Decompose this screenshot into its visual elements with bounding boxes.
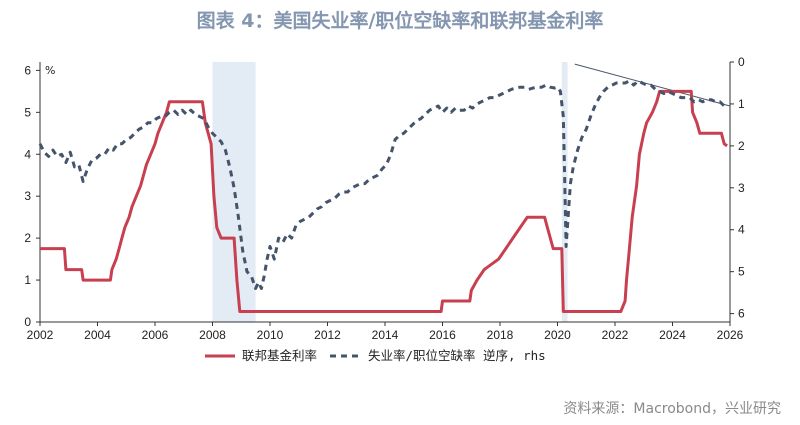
axes: 0 1 2 3 4 5 6 0 1 2 3 4 5 6 2002 2004 2006 2008 2010 2012 20… <box>24 55 745 342</box>
left-tick-label: 1 <box>24 273 31 287</box>
x-tick-label: 2026 <box>717 328 744 342</box>
unemployment-vacancy-ratio-line <box>38 79 726 290</box>
right-tick-label: 4 <box>738 223 745 237</box>
series-lines <box>38 63 731 313</box>
legend-label-ratio: 失业率/职位空缺率 逆序, rhs <box>368 348 546 363</box>
x-tick-label: 2012 <box>314 328 341 342</box>
right-tick-label: 3 <box>738 181 745 195</box>
right-tick-label: 5 <box>738 265 745 279</box>
x-tick-label: 2016 <box>429 328 456 342</box>
source-note: 资料来源：Macrobond，兴业研究 <box>563 401 781 417</box>
right-tick-label: 6 <box>738 307 745 321</box>
x-tick-label: 2024 <box>659 328 686 342</box>
chart-title: 图表 4：美国失业率/职位空缺率和联邦基金利率 <box>197 9 604 32</box>
left-tick-label: 6 <box>24 63 31 77</box>
recession-shading <box>212 62 568 322</box>
legend-label-fed-funds: 联邦基金利率 <box>242 348 317 363</box>
left-tick-label: 0 <box>24 315 31 329</box>
x-tick-label: 2014 <box>372 328 399 342</box>
left-tick-label: 3 <box>24 189 31 203</box>
right-tick-label: 1 <box>738 97 745 111</box>
x-tick-label: 2004 <box>84 328 111 342</box>
recession-band <box>212 62 256 322</box>
left-tick-label: 4 <box>24 147 31 161</box>
x-tick-label: 2022 <box>602 328 629 342</box>
right-tick-label: 2 <box>738 139 745 153</box>
left-axis-unit: % <box>45 64 55 77</box>
fed-funds-rate-line <box>40 89 728 313</box>
left-tick-label: 5 <box>24 105 31 119</box>
x-tick-label: 2020 <box>544 328 571 342</box>
x-tick-label: 2018 <box>487 328 514 342</box>
left-tick-label: 2 <box>24 231 31 245</box>
x-tick-label: 2006 <box>142 328 169 342</box>
legend: 联邦基金利率 失业率/职位空缺率 逆序, rhs <box>205 348 546 363</box>
right-tick-label: 0 <box>738 55 745 69</box>
x-tick-label: 2002 <box>27 328 54 342</box>
x-tick-label: 2008 <box>199 328 226 342</box>
x-tick-label: 2010 <box>257 328 284 342</box>
